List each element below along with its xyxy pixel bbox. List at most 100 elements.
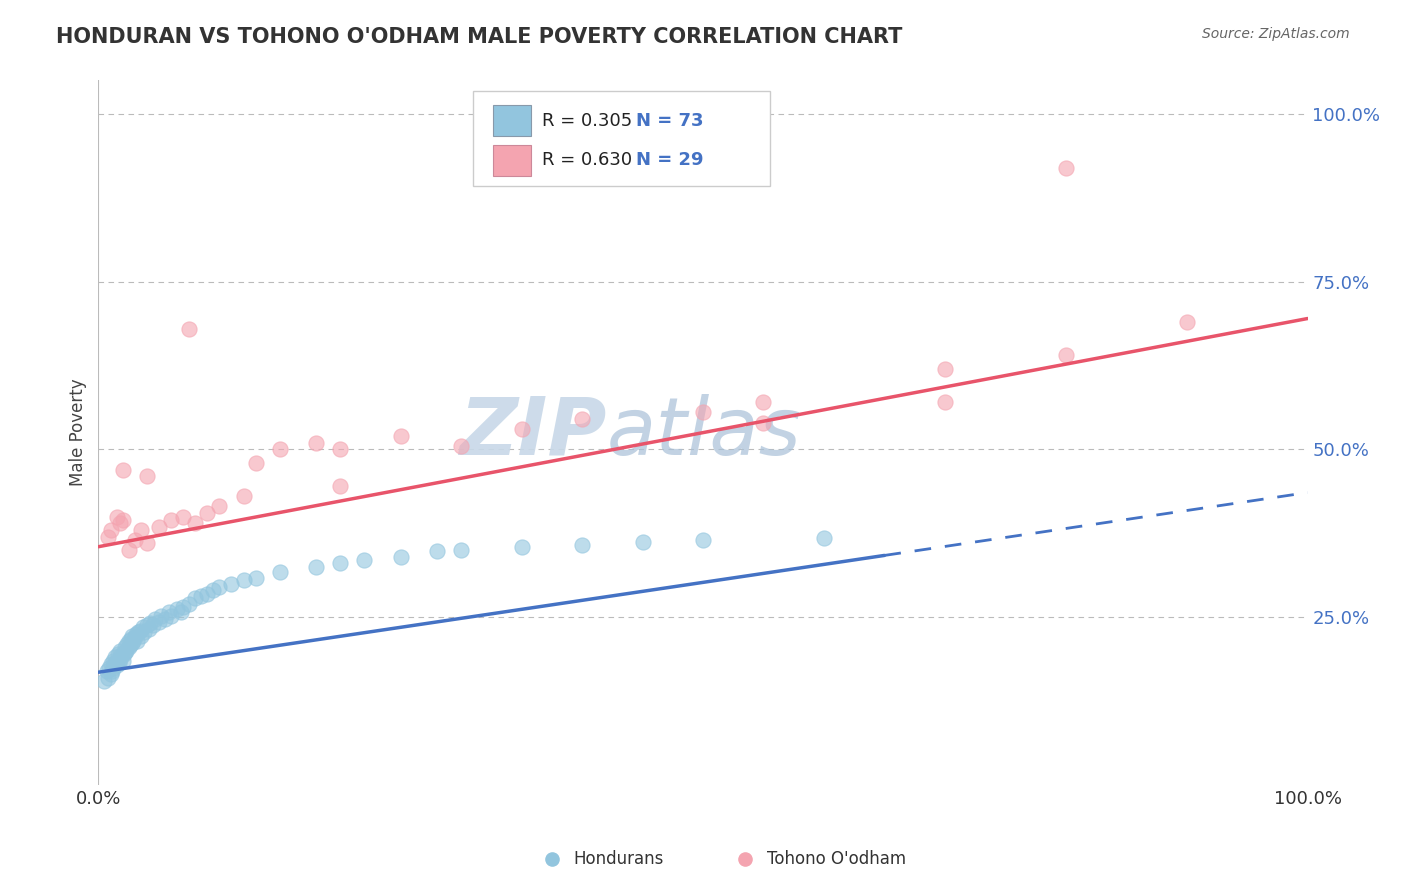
Point [540, 848, 562, 863]
Point [100, 667, 122, 681]
Point [510, 422, 533, 436]
Point [571, 538, 593, 552]
Point [934, 395, 956, 409]
Point [105, 658, 128, 673]
Point [105, 509, 128, 524]
Point [124, 533, 146, 547]
Point [97, 530, 120, 544]
Point [329, 442, 352, 457]
Point [120, 632, 142, 646]
Point [96, 664, 118, 678]
Text: atlas: atlas [606, 393, 801, 472]
Point [305, 559, 328, 574]
Point [117, 637, 139, 651]
Point [135, 536, 157, 550]
Point [135, 469, 157, 483]
Point [138, 622, 160, 636]
Point [752, 395, 775, 409]
Point [169, 605, 191, 619]
Point [125, 627, 148, 641]
Point [184, 516, 207, 531]
Point [124, 630, 146, 644]
Point [208, 500, 231, 514]
Point [172, 509, 194, 524]
Point [148, 615, 170, 629]
Point [118, 639, 141, 653]
Point [160, 608, 183, 623]
Point [202, 583, 225, 598]
Point [269, 442, 291, 457]
Point [111, 462, 134, 476]
Point [329, 479, 352, 493]
Point [127, 624, 149, 639]
Point [115, 644, 138, 658]
Point [571, 412, 593, 426]
Point [132, 620, 155, 634]
Text: Source: ZipAtlas.com: Source: ZipAtlas.com [1202, 27, 1350, 41]
Point [107, 647, 129, 661]
Point [153, 611, 176, 625]
Point [150, 608, 173, 623]
Point [118, 640, 141, 655]
Point [305, 435, 328, 450]
Point [245, 456, 267, 470]
Point [108, 516, 131, 531]
Point [692, 533, 714, 547]
Text: R = 0.305: R = 0.305 [543, 112, 633, 130]
Point [692, 405, 714, 419]
Point [142, 618, 165, 632]
Point [734, 848, 756, 863]
Point [111, 513, 134, 527]
Point [105, 654, 128, 668]
Point [157, 605, 180, 619]
Point [118, 633, 141, 648]
Point [510, 540, 533, 554]
Point [631, 535, 654, 549]
Text: ZIP: ZIP [458, 393, 606, 472]
Text: Hondurans: Hondurans [574, 850, 664, 868]
Point [426, 544, 449, 558]
Point [148, 519, 170, 533]
Point [934, 362, 956, 376]
Point [245, 571, 267, 585]
Point [135, 618, 157, 632]
Point [813, 531, 835, 545]
Point [752, 416, 775, 430]
Point [101, 660, 124, 674]
Point [389, 429, 412, 443]
FancyBboxPatch shape [492, 105, 531, 136]
Point [121, 635, 143, 649]
Point [129, 629, 152, 643]
Text: Tohono O'odham: Tohono O'odham [768, 850, 907, 868]
Point [127, 633, 149, 648]
Point [166, 602, 188, 616]
Point [98, 660, 121, 674]
Point [139, 615, 162, 630]
Point [195, 587, 218, 601]
Point [221, 576, 243, 591]
Point [110, 648, 132, 663]
Point [101, 654, 124, 668]
Point [114, 640, 136, 655]
Point [1175, 315, 1198, 329]
Point [143, 611, 166, 625]
Point [208, 580, 231, 594]
Point [114, 645, 136, 659]
Point [108, 656, 131, 670]
Text: R = 0.630: R = 0.630 [543, 152, 633, 169]
Point [93, 673, 115, 688]
Point [232, 489, 254, 503]
Point [108, 652, 131, 666]
Point [160, 513, 183, 527]
Point [389, 549, 412, 564]
Point [128, 624, 150, 638]
Point [184, 591, 207, 606]
FancyBboxPatch shape [492, 145, 531, 176]
Point [195, 506, 218, 520]
Point [129, 523, 152, 537]
Point [100, 523, 122, 537]
Point [232, 574, 254, 588]
Text: HONDURAN VS TOHONO O'ODHAM MALE POVERTY CORRELATION CHART: HONDURAN VS TOHONO O'ODHAM MALE POVERTY … [56, 27, 903, 46]
Point [122, 633, 145, 648]
Point [1054, 161, 1077, 175]
